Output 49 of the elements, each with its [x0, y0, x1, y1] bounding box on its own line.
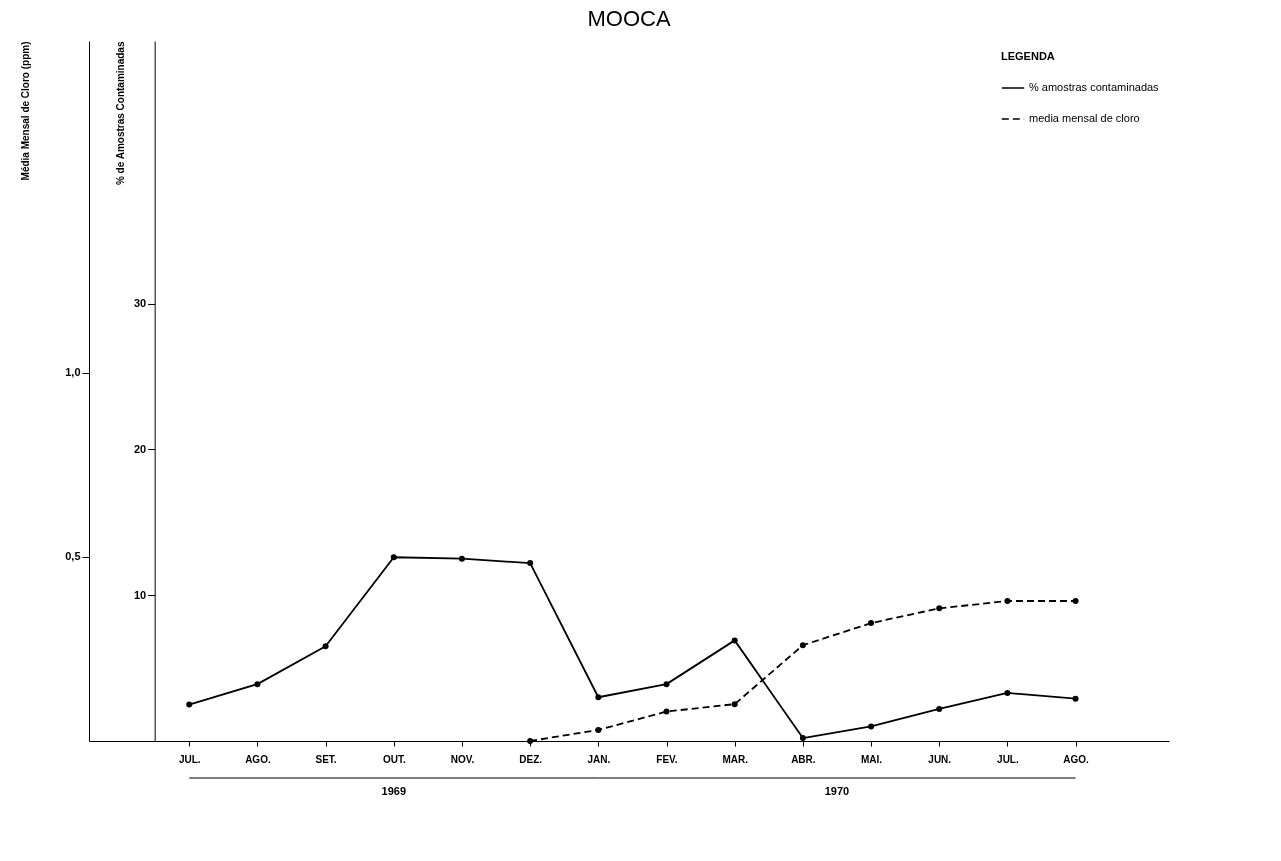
point — [936, 705, 943, 712]
point — [868, 620, 875, 627]
x-tick-label: FEV. — [656, 753, 678, 765]
x-tick-label: OUT. — [382, 753, 406, 765]
y-tick-label: 30 — [133, 297, 147, 309]
x-tick-label: AGO. — [1063, 753, 1090, 765]
y-axis-title: % de Amostras Contaminadas — [114, 41, 126, 186]
point — [458, 555, 465, 562]
x-tick-label: JUL. — [997, 753, 1019, 765]
x-tick-label: JAN. — [587, 753, 611, 765]
point — [595, 694, 602, 701]
point — [322, 643, 329, 650]
y2-tick-label: 1,0 — [65, 366, 81, 379]
text: 1970 — [824, 785, 850, 797]
x-tick-label: MAR. — [722, 753, 749, 765]
point — [799, 642, 806, 649]
x-tick-label: ABR. — [791, 753, 816, 765]
x-tick-label: JUN. — [928, 753, 952, 765]
x-tick-label: AGO. — [245, 753, 271, 765]
legend-title: LEGENDA — [1001, 50, 1055, 62]
point — [390, 554, 397, 561]
point — [936, 605, 943, 612]
x-tick-label: DEZ. — [519, 753, 543, 765]
point — [1072, 598, 1079, 604]
point — [868, 723, 875, 730]
y-tick-label: 10 — [133, 588, 147, 601]
y2-axis-title: Média Mensal de Cloro (ppm) — [20, 41, 32, 181]
point — [595, 726, 602, 733]
x-tick-label: SET. — [315, 753, 337, 765]
point — [663, 681, 670, 688]
x-tick-label: MAI. — [860, 753, 883, 765]
point — [1072, 695, 1079, 702]
point — [731, 637, 738, 644]
point — [254, 681, 261, 688]
text: 1969 — [381, 785, 407, 797]
point — [663, 708, 670, 715]
legend-label: % amostras contaminadas — [1029, 81, 1160, 93]
y-tick-label: 20 — [133, 442, 147, 455]
y2-tick-label: 0,5 — [65, 550, 81, 563]
point — [731, 701, 738, 708]
x-tick-label: NOV. — [450, 753, 475, 765]
point — [1004, 689, 1011, 696]
x-tick-label: JUL. — [178, 753, 201, 765]
point — [799, 735, 806, 742]
point — [186, 701, 193, 708]
legend-label: media mensal de cloro — [1029, 112, 1140, 124]
point — [1004, 598, 1011, 604]
point — [527, 560, 534, 567]
chart-title: MOOCA — [587, 6, 671, 31]
